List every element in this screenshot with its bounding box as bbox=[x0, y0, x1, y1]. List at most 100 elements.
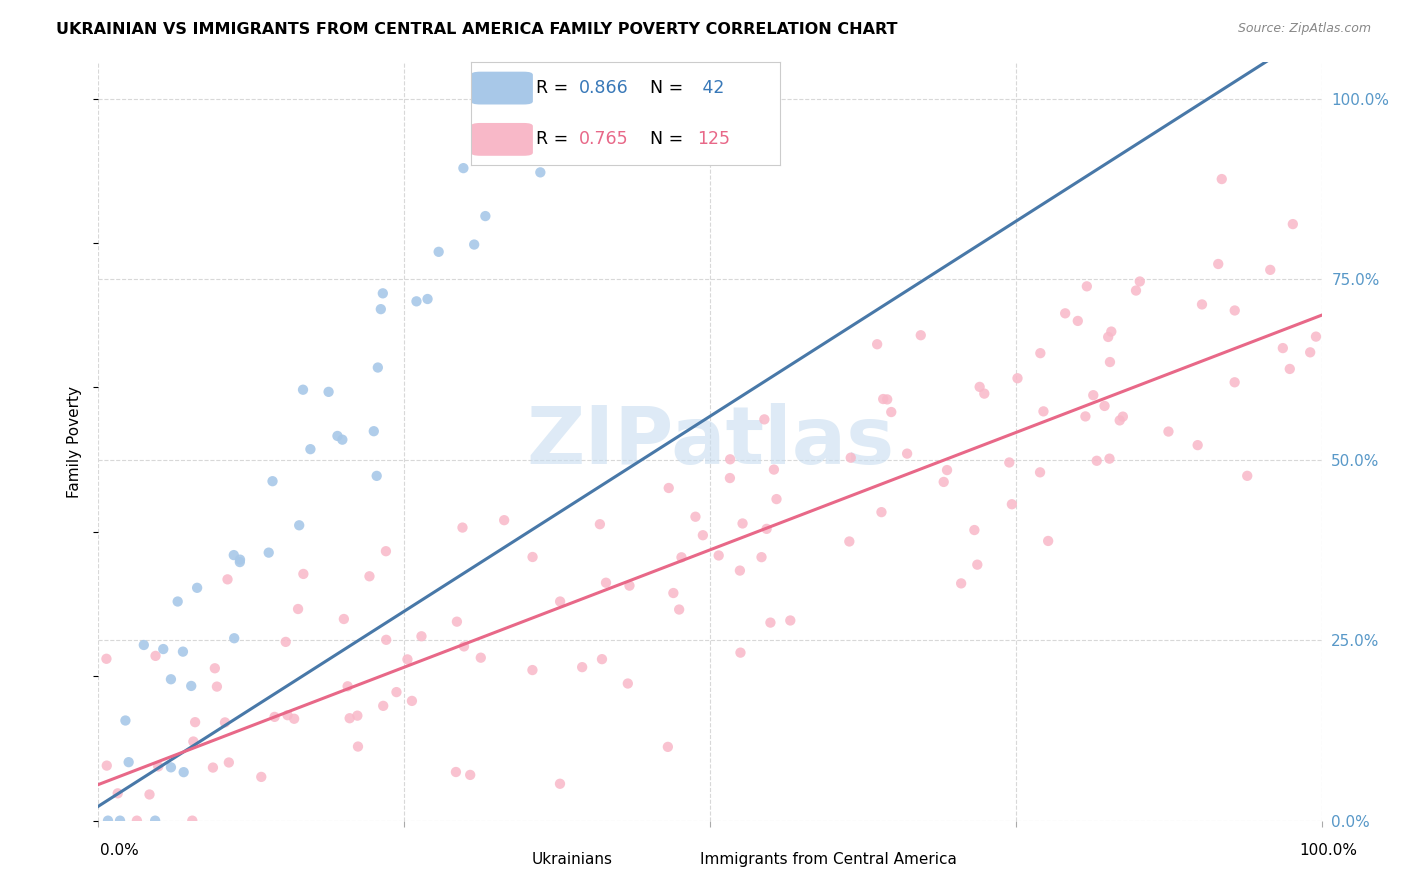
Point bbox=[1129, 275, 1152, 289]
Point bbox=[257, 546, 280, 560]
Point bbox=[416, 292, 439, 306]
Point bbox=[114, 714, 136, 728]
Point bbox=[370, 302, 392, 317]
Point bbox=[1187, 438, 1209, 452]
Point bbox=[181, 814, 204, 828]
Point bbox=[529, 165, 551, 179]
Point bbox=[522, 663, 544, 677]
Point bbox=[288, 518, 311, 533]
Point bbox=[730, 646, 752, 660]
Point bbox=[910, 328, 932, 343]
Point bbox=[1007, 371, 1029, 385]
Point bbox=[172, 645, 194, 659]
Point bbox=[222, 548, 245, 562]
Point bbox=[184, 715, 207, 730]
Point bbox=[1278, 362, 1301, 376]
Point bbox=[1076, 279, 1098, 293]
Point bbox=[657, 739, 679, 754]
Point bbox=[292, 566, 315, 581]
Point bbox=[318, 384, 340, 399]
Point bbox=[96, 758, 118, 772]
Point bbox=[595, 575, 617, 590]
Point bbox=[571, 660, 593, 674]
Point bbox=[838, 534, 860, 549]
Point bbox=[160, 672, 183, 686]
FancyBboxPatch shape bbox=[471, 123, 533, 156]
Point bbox=[876, 392, 898, 407]
Point bbox=[529, 91, 551, 105]
Point bbox=[453, 640, 475, 654]
Point bbox=[132, 638, 155, 652]
Text: 42: 42 bbox=[697, 79, 724, 97]
Point bbox=[1108, 413, 1130, 427]
Point bbox=[299, 442, 322, 457]
Point bbox=[138, 788, 160, 802]
Point bbox=[458, 768, 481, 782]
Point bbox=[277, 708, 299, 723]
Point bbox=[186, 581, 208, 595]
Point bbox=[718, 452, 741, 467]
Point bbox=[548, 777, 571, 791]
Point bbox=[617, 676, 640, 690]
Point bbox=[658, 481, 681, 495]
Point bbox=[274, 635, 297, 649]
Point bbox=[728, 564, 751, 578]
Point bbox=[494, 513, 516, 527]
Point bbox=[1054, 306, 1077, 320]
Point bbox=[1098, 355, 1121, 369]
Point bbox=[173, 765, 195, 780]
Text: UKRAINIAN VS IMMIGRANTS FROM CENTRAL AMERICA FAMILY POVERTY CORRELATION CHART: UKRAINIAN VS IMMIGRANTS FROM CENTRAL AME… bbox=[56, 22, 898, 37]
Point bbox=[107, 786, 129, 800]
Point bbox=[1125, 284, 1147, 298]
Point bbox=[872, 392, 894, 406]
Point bbox=[1085, 454, 1108, 468]
Point bbox=[751, 550, 773, 565]
Text: 0.0%: 0.0% bbox=[100, 843, 139, 858]
Point bbox=[1032, 404, 1054, 418]
Point bbox=[205, 680, 228, 694]
Point bbox=[373, 698, 395, 713]
Point bbox=[1258, 263, 1281, 277]
Point bbox=[1067, 314, 1090, 328]
Point bbox=[396, 652, 419, 666]
Point bbox=[224, 632, 246, 646]
Point bbox=[108, 814, 131, 828]
Point bbox=[538, 122, 561, 136]
Point bbox=[160, 760, 183, 774]
Text: N =: N = bbox=[651, 79, 689, 97]
Point bbox=[326, 429, 349, 443]
Point bbox=[1029, 466, 1052, 480]
Point bbox=[214, 715, 236, 730]
Point bbox=[287, 602, 309, 616]
Point bbox=[765, 492, 787, 507]
Text: Source: ZipAtlas.com: Source: ZipAtlas.com bbox=[1237, 22, 1371, 36]
Point bbox=[1191, 297, 1213, 311]
Point bbox=[755, 522, 778, 536]
Point bbox=[330, 433, 353, 447]
Point bbox=[692, 528, 714, 542]
Point bbox=[966, 558, 988, 572]
Point bbox=[371, 286, 394, 301]
FancyBboxPatch shape bbox=[471, 71, 533, 104]
Point bbox=[839, 450, 862, 465]
Point bbox=[446, 615, 468, 629]
Point bbox=[346, 708, 368, 723]
Point bbox=[1299, 345, 1322, 359]
Point bbox=[263, 710, 285, 724]
Point bbox=[143, 814, 166, 828]
Point bbox=[548, 594, 571, 608]
Point bbox=[363, 424, 385, 438]
Point bbox=[759, 615, 782, 630]
Point bbox=[1074, 409, 1097, 424]
Point bbox=[1094, 399, 1116, 413]
Point bbox=[973, 386, 995, 401]
Point bbox=[283, 712, 305, 726]
Point bbox=[1157, 425, 1180, 439]
Point bbox=[166, 594, 188, 608]
Point bbox=[333, 612, 356, 626]
Point bbox=[1029, 346, 1052, 360]
Point bbox=[718, 471, 741, 485]
Point bbox=[359, 569, 381, 583]
Point bbox=[870, 505, 893, 519]
Point bbox=[96, 652, 118, 666]
